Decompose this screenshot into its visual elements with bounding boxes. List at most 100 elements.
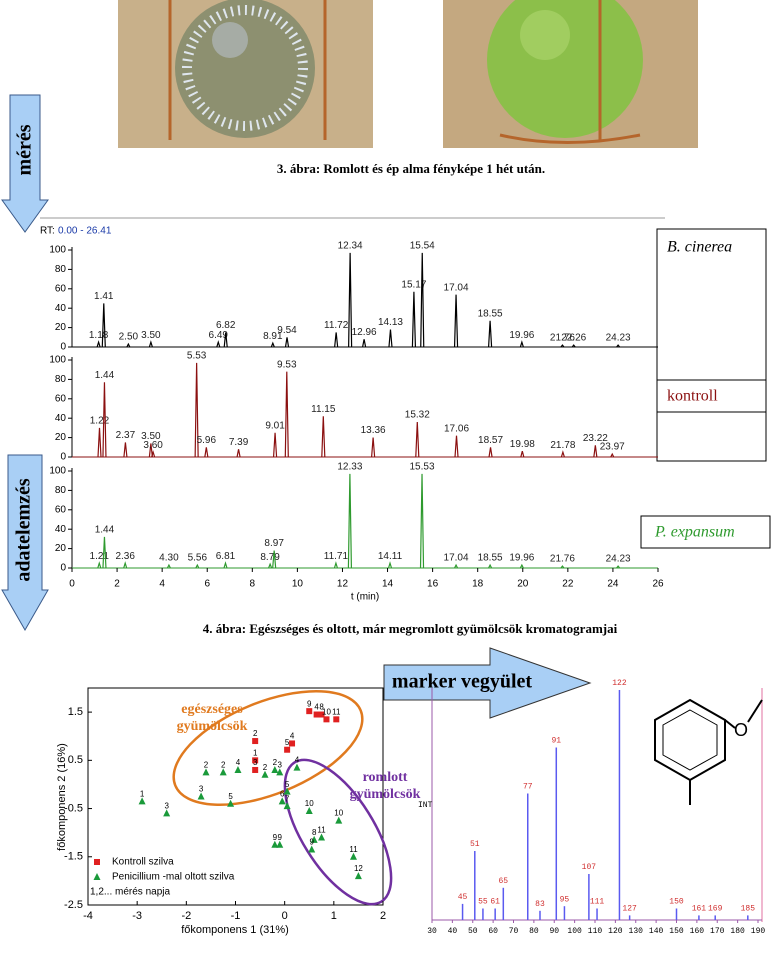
y-tick-label: 0 xyxy=(60,342,66,353)
legend-label: Kontroll szilva xyxy=(112,857,174,868)
peak xyxy=(270,341,275,348)
peak-label: 3.50 xyxy=(141,431,161,442)
point xyxy=(335,816,343,824)
peak-label: 17.06 xyxy=(444,423,469,434)
x-axis-label: t (min) xyxy=(351,592,379,603)
point-label: 7 xyxy=(285,794,290,803)
point-label: 9 xyxy=(307,699,312,708)
point xyxy=(305,806,313,814)
x-tick-label: 90 xyxy=(549,927,559,936)
series-label: B. cinerea xyxy=(667,239,732,256)
y-tick-label: 0 xyxy=(60,452,66,463)
peak-label: 21.76 xyxy=(550,333,575,344)
peak-label: 65 xyxy=(499,877,509,886)
x-tick-label: 120 xyxy=(608,927,623,936)
point-label: 2 xyxy=(204,760,209,769)
peak-label: 9.54 xyxy=(277,325,297,336)
peak-label: 11.15 xyxy=(311,404,336,415)
peak-label: 19.96 xyxy=(509,553,534,564)
peak-label: 55 xyxy=(478,898,488,907)
point xyxy=(308,845,316,853)
mold xyxy=(182,5,308,131)
peak xyxy=(560,565,565,569)
legend-label: Penicillium -mal oltott szilva xyxy=(112,872,235,883)
peak xyxy=(488,447,493,458)
y-tick-label: 80 xyxy=(55,264,67,275)
peak-label: 17.04 xyxy=(444,553,469,564)
x-tick-label: 130 xyxy=(629,927,644,936)
peak-label: 18.57 xyxy=(478,435,503,446)
peak-label: 13.36 xyxy=(361,425,386,436)
peak xyxy=(272,432,278,458)
peak xyxy=(151,450,156,458)
x-tick-label: 80 xyxy=(529,927,539,936)
point xyxy=(271,765,279,773)
point-label: 10 xyxy=(322,707,331,716)
point xyxy=(318,833,326,841)
caption: 4. ábra: Egészséges és oltott, már megro… xyxy=(203,621,618,636)
point xyxy=(94,859,100,865)
peak xyxy=(488,563,493,569)
point-label: 9 xyxy=(309,838,314,847)
x-tick-label: 30 xyxy=(427,927,437,936)
peak-label: 9.53 xyxy=(277,359,297,370)
point-label: 9 xyxy=(278,833,283,842)
y-tick-label: 80 xyxy=(55,374,67,385)
x-tick-label: 150 xyxy=(669,927,684,936)
x-tick-label: 60 xyxy=(488,927,498,936)
peak-label: 1.41 xyxy=(94,291,114,302)
point xyxy=(313,711,320,718)
point xyxy=(219,768,227,776)
peak xyxy=(96,340,101,348)
peak-label: 51 xyxy=(470,840,480,849)
peak xyxy=(194,362,199,458)
peak xyxy=(560,450,565,458)
y-tick-label: 100 xyxy=(49,245,66,256)
peak xyxy=(195,563,200,569)
point xyxy=(283,802,291,810)
photos xyxy=(118,0,698,148)
x-tick-label: 110 xyxy=(588,927,603,936)
peak-label: 12.33 xyxy=(337,462,362,473)
peak xyxy=(610,452,615,458)
mold xyxy=(212,22,248,58)
peak xyxy=(519,563,524,569)
label-box xyxy=(640,515,771,549)
y-tick-label: 20 xyxy=(55,432,67,443)
arrow xyxy=(383,647,592,719)
point xyxy=(354,872,362,880)
peak-label: 8.91 xyxy=(263,331,283,342)
point xyxy=(276,768,284,776)
peak-label: 127 xyxy=(622,905,637,914)
peak xyxy=(388,329,393,348)
peak-label: 21.78 xyxy=(550,440,575,451)
point xyxy=(293,763,301,771)
point-label: 9 xyxy=(273,833,278,842)
peak xyxy=(97,561,102,569)
peak-label: 15.17 xyxy=(401,279,426,290)
x-tick-label: 10 xyxy=(292,579,304,590)
peak xyxy=(102,536,107,569)
peak-label: 77 xyxy=(523,783,533,792)
point xyxy=(234,765,242,773)
point xyxy=(333,716,340,723)
rt-range: 0.00 - 26.41 xyxy=(58,226,112,237)
y-axis-label: főkomponens 2 (16%) xyxy=(56,743,68,851)
point xyxy=(252,738,259,745)
x-tick-label: 18 xyxy=(472,579,484,590)
peak-label: 1.44 xyxy=(95,370,115,381)
peak-label: 122 xyxy=(612,679,627,688)
point-label: 11 xyxy=(349,845,358,854)
point-label: 3 xyxy=(199,785,204,794)
x-tick-label: -3 xyxy=(132,910,142,922)
point xyxy=(261,770,269,778)
x-tick-label: 140 xyxy=(649,927,664,936)
peak xyxy=(371,437,376,458)
x-tick-label: 0 xyxy=(69,579,75,590)
peak xyxy=(123,561,128,569)
peak-label: 18.55 xyxy=(478,553,503,564)
point xyxy=(306,708,313,715)
point-label: 8 xyxy=(312,828,317,837)
point-label: 3 xyxy=(164,801,169,810)
